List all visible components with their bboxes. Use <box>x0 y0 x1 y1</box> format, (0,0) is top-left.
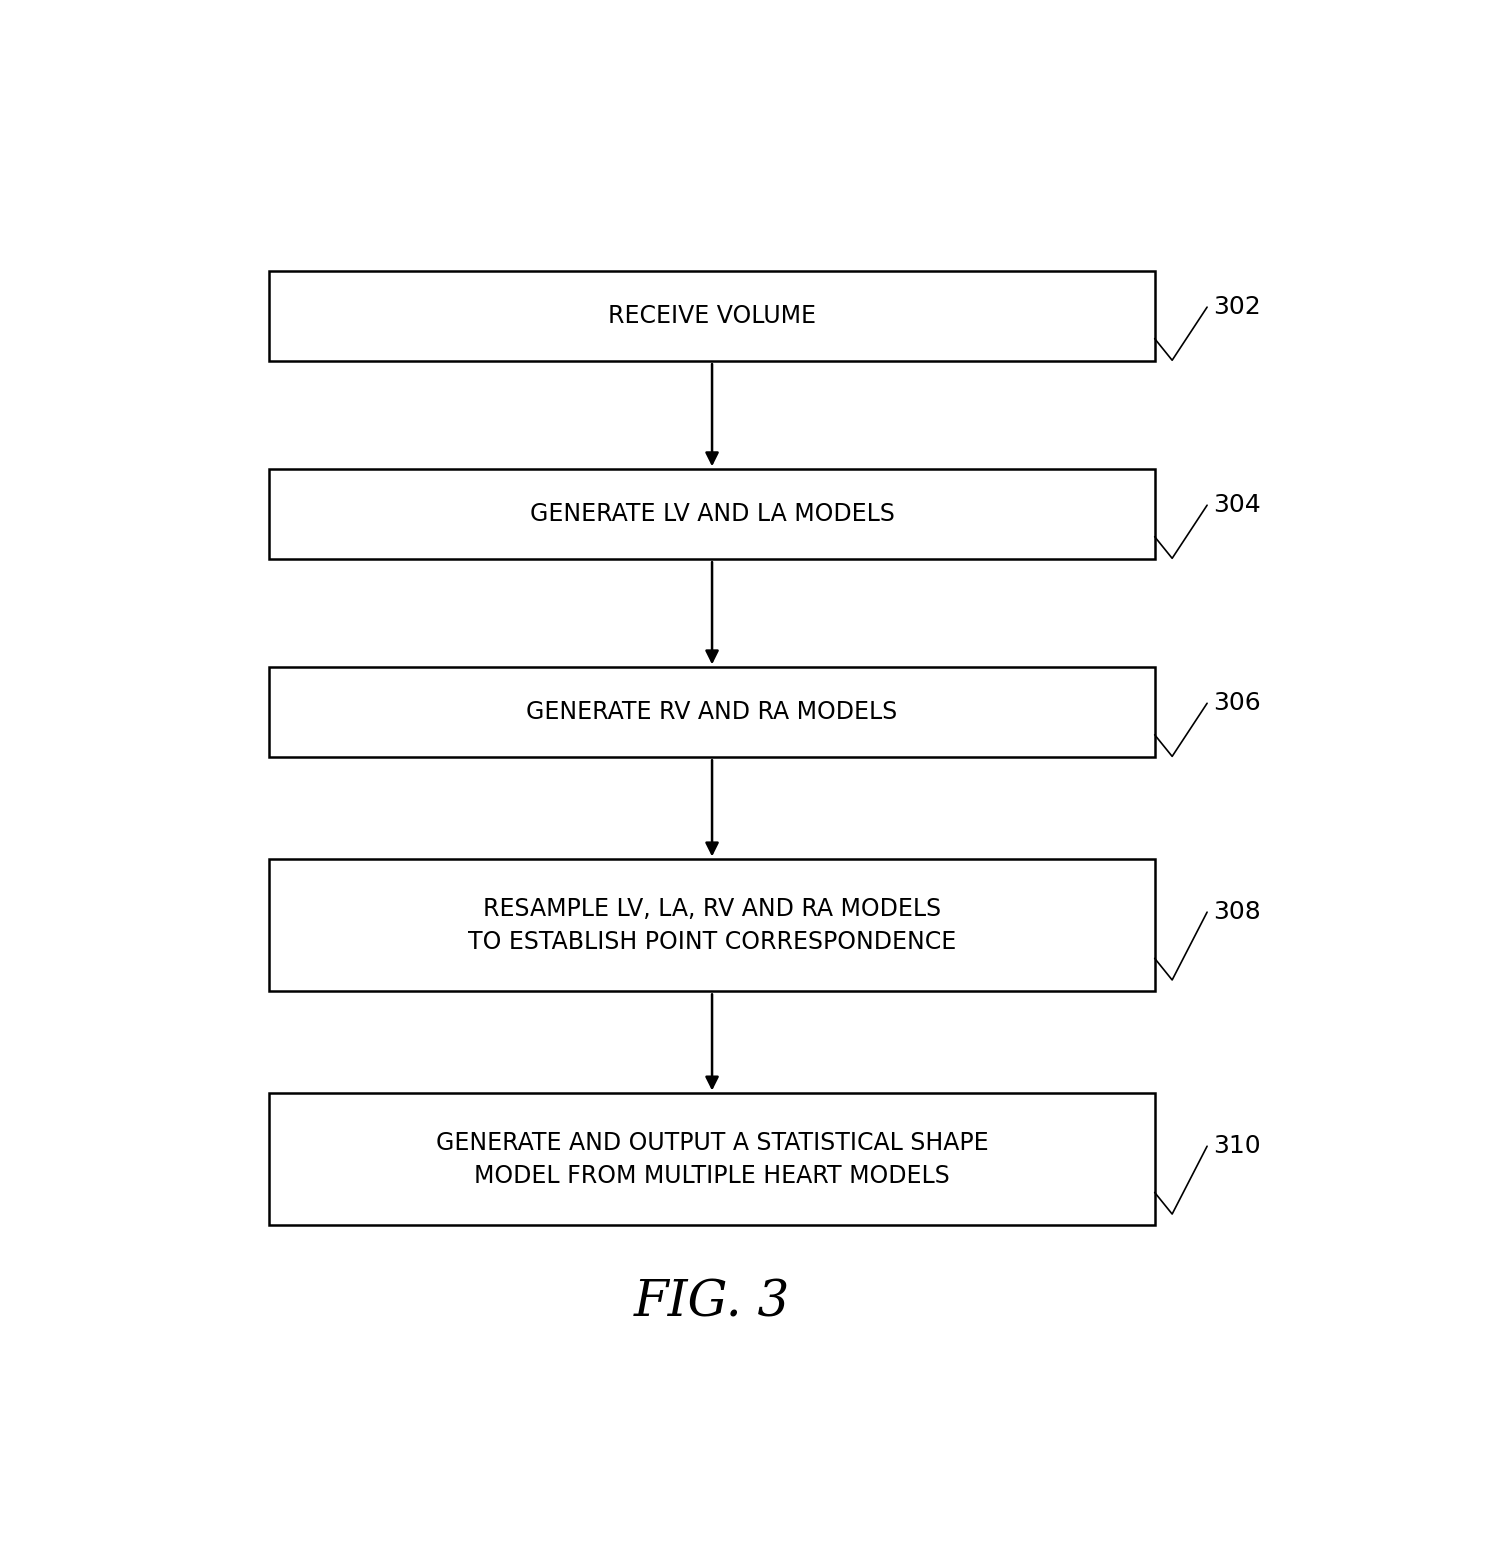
Bar <box>269 859 1154 992</box>
Text: 304: 304 <box>1213 493 1261 518</box>
Bar <box>269 1093 1154 1225</box>
Text: 308: 308 <box>1213 900 1261 924</box>
Text: FIG. 3: FIG. 3 <box>634 1278 791 1328</box>
Text: RECEIVE VOLUME: RECEIVE VOLUME <box>609 304 816 327</box>
Text: 302: 302 <box>1213 295 1261 320</box>
Text: GENERATE LV AND LA MODELS: GENERATE LV AND LA MODELS <box>529 502 894 527</box>
Text: RESAMPLE LV, LA, RV AND RA MODELS
TO ESTABLISH POINT CORRESPONDENCE: RESAMPLE LV, LA, RV AND RA MODELS TO EST… <box>467 896 956 954</box>
Bar <box>269 271 1154 362</box>
Bar <box>269 667 1154 758</box>
Bar <box>269 469 1154 560</box>
Text: 310: 310 <box>1213 1135 1261 1158</box>
Text: GENERATE AND OUTPUT A STATISTICAL SHAPE
MODEL FROM MULTIPLE HEART MODELS: GENERATE AND OUTPUT A STATISTICAL SHAPE … <box>436 1130 989 1188</box>
Text: GENERATE RV AND RA MODELS: GENERATE RV AND RA MODELS <box>526 700 897 725</box>
Text: 306: 306 <box>1213 691 1261 716</box>
